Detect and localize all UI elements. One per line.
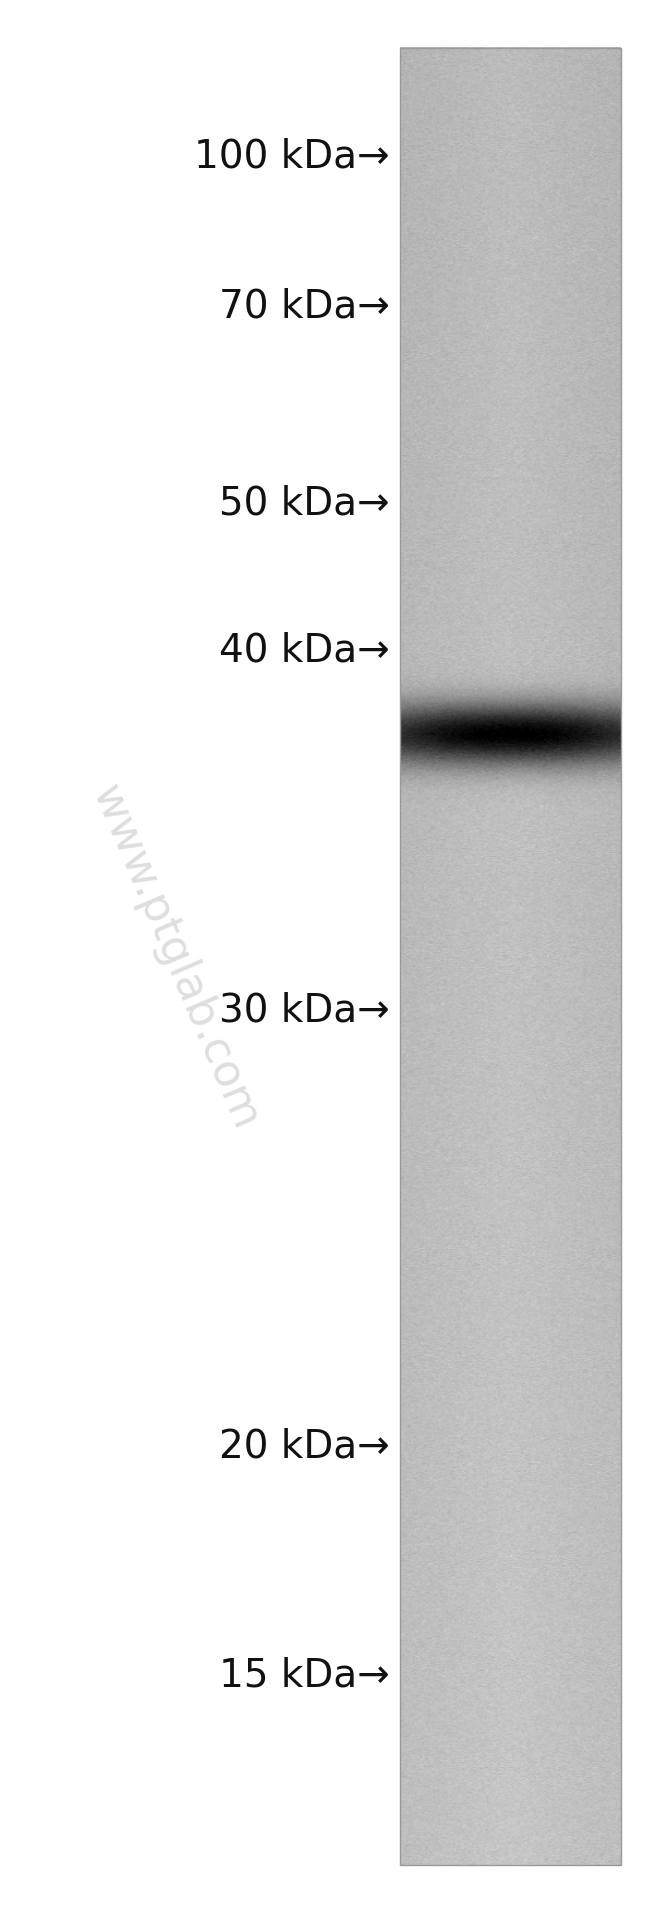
Bar <box>400 48 621 1865</box>
Text: 100 kDa→: 100 kDa→ <box>194 138 390 176</box>
Text: www.ptglab.com: www.ptglab.com <box>83 779 268 1134</box>
Text: 50 kDa→: 50 kDa→ <box>220 484 390 522</box>
Text: 40 kDa→: 40 kDa→ <box>219 631 390 670</box>
Text: 70 kDa→: 70 kDa→ <box>219 287 390 325</box>
Text: 15 kDa→: 15 kDa→ <box>219 1657 390 1695</box>
Text: 20 kDa→: 20 kDa→ <box>219 1427 390 1465</box>
Text: 30 kDa→: 30 kDa→ <box>219 991 390 1029</box>
